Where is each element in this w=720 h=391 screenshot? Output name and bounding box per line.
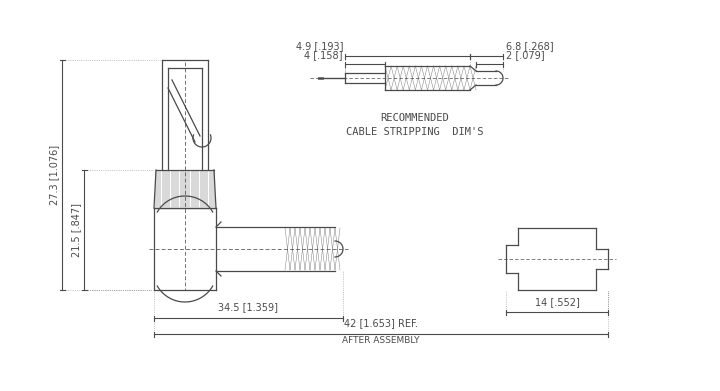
Text: 34.5 [1.359]: 34.5 [1.359] (218, 302, 279, 312)
Text: 4 [.158]: 4 [.158] (305, 50, 343, 60)
Text: 6.8 [.268]: 6.8 [.268] (506, 41, 554, 51)
Text: 21.5 [.847]: 21.5 [.847] (71, 203, 81, 257)
Text: 4.9 [.193]: 4.9 [.193] (295, 41, 343, 51)
Text: 2 [.079]: 2 [.079] (506, 50, 544, 60)
Text: RECOMMENDED: RECOMMENDED (381, 113, 449, 123)
Text: AFTER ASSEMBLY: AFTER ASSEMBLY (342, 336, 420, 345)
Text: 27.3 [1.076]: 27.3 [1.076] (49, 145, 59, 205)
Text: 14 [.552]: 14 [.552] (534, 297, 580, 307)
Text: 42 [1.653] REF.: 42 [1.653] REF. (344, 318, 418, 328)
Text: CABLE STRIPPING  DIM'S: CABLE STRIPPING DIM'S (346, 127, 484, 137)
